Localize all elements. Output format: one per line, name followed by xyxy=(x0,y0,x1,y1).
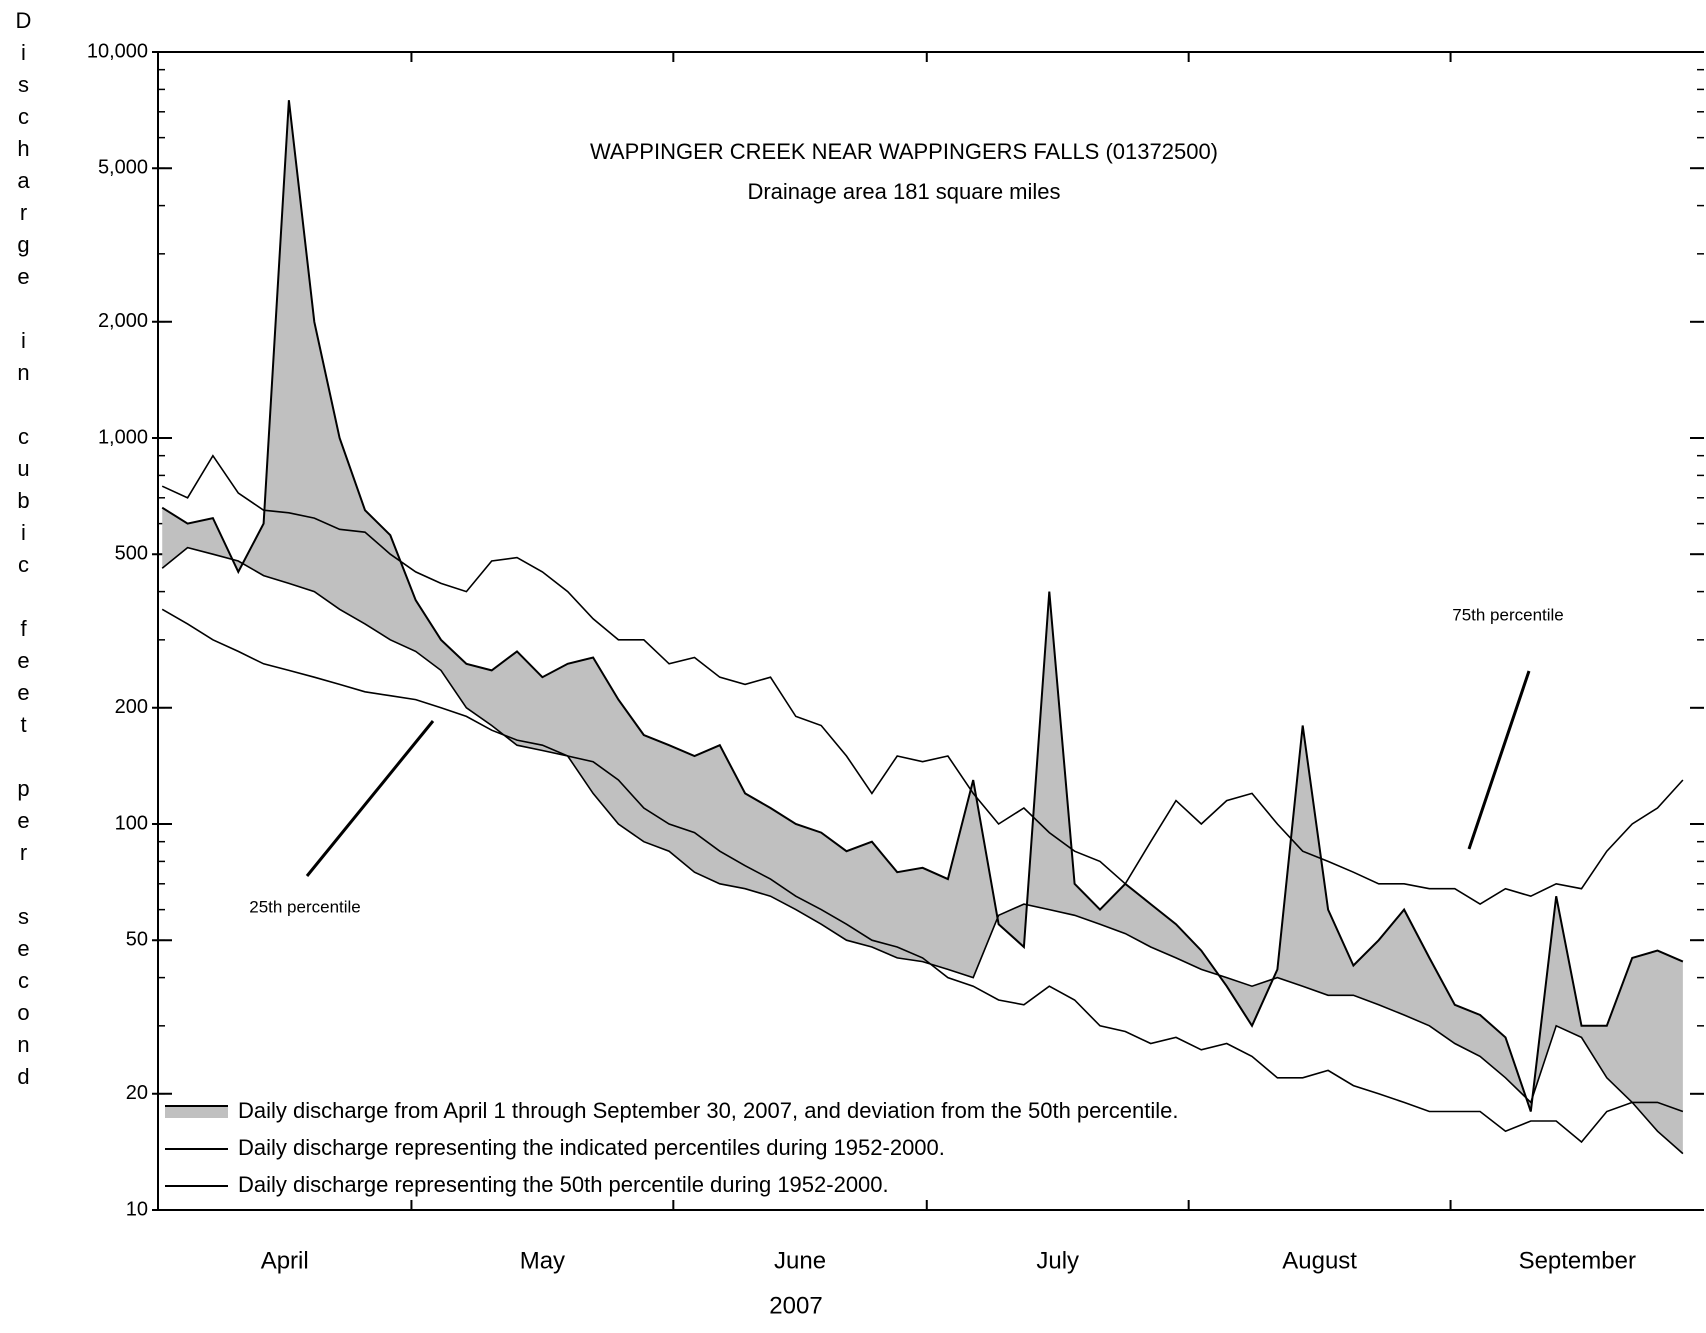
series-line xyxy=(161,608,1684,1144)
y-tick-label: 2,000 xyxy=(98,310,148,332)
x-tick-label: July xyxy=(1036,1247,1079,1274)
chart-subtitle: Drainage area 181 square miles xyxy=(747,179,1060,204)
x-axis-label: 2007 xyxy=(769,1292,822,1319)
deviation-area xyxy=(162,100,1683,1154)
annotation: 75th percentile xyxy=(1452,605,1564,624)
legend-label: Daily discharge from April 1 through Sep… xyxy=(238,1098,1178,1123)
legend-label: Daily discharge representing the indicat… xyxy=(238,1135,945,1160)
y-tick-label: 1,000 xyxy=(98,426,148,448)
y-tick-label: 100 xyxy=(115,812,148,834)
y-tick-label: 500 xyxy=(115,542,148,564)
series-line xyxy=(161,100,1684,1112)
y-tick-label: 20 xyxy=(126,1082,148,1104)
legend-label: Daily discharge representing the 50th pe… xyxy=(238,1172,889,1197)
x-tick-label: September xyxy=(1519,1247,1636,1274)
x-tick-label: April xyxy=(261,1247,309,1274)
annotation-pointer xyxy=(305,720,435,877)
y-tick-label: 200 xyxy=(115,696,148,718)
legend-swatch xyxy=(165,1106,228,1118)
y-tick-label: 10,000 xyxy=(87,40,148,62)
y-tick-label: 10 xyxy=(126,1198,148,1220)
y-axis-label: Discharge in cubic feet per second xyxy=(11,8,36,1096)
series-line xyxy=(161,546,1684,1155)
chart-title: WAPPINGER CREEK NEAR WAPPINGERS FALLS (0… xyxy=(590,139,1218,164)
x-tick-label: August xyxy=(1282,1247,1357,1274)
x-tick-label: May xyxy=(520,1247,565,1274)
x-tick-label: June xyxy=(774,1247,826,1274)
y-tick-label: 50 xyxy=(126,928,148,950)
series-line xyxy=(161,454,1684,906)
annotation-pointer xyxy=(1467,670,1531,850)
y-tick-label: 5,000 xyxy=(98,156,148,178)
annotation: 25th percentile xyxy=(249,897,361,916)
